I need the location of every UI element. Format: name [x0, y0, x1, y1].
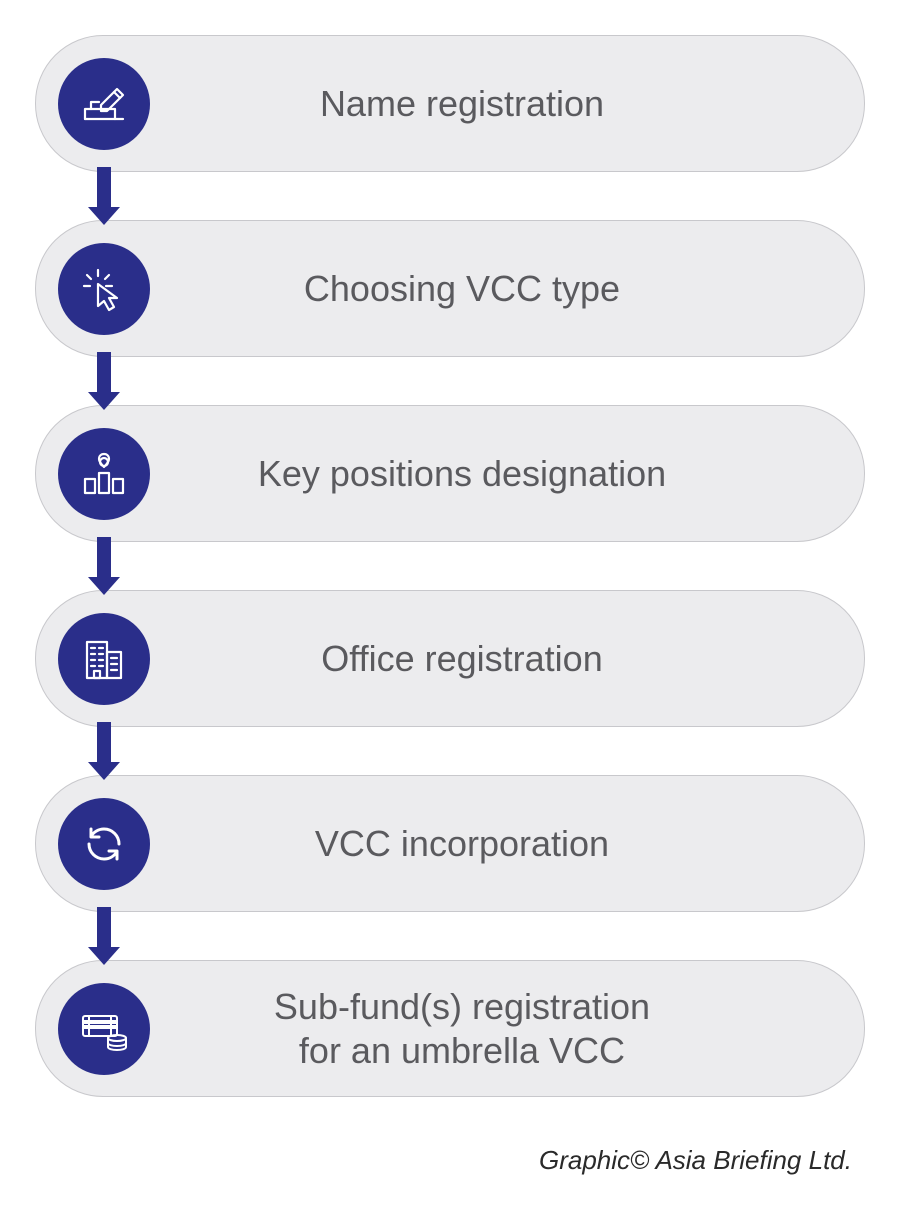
step-label: Name registration	[150, 82, 864, 125]
connector-arrow	[97, 352, 111, 408]
refresh-icon	[58, 798, 150, 890]
step-choosing-vcc-type: Choosing VCC type	[35, 220, 865, 357]
click-icon	[58, 243, 150, 335]
connector-arrow	[97, 722, 111, 778]
graphic-credit: Graphic© Asia Briefing Ltd.	[539, 1145, 852, 1176]
connector-arrow	[97, 907, 111, 963]
step-office-registration: Office registration	[35, 590, 865, 727]
connector-arrow	[97, 167, 111, 223]
step-subfund-registration: Sub-fund(s) registrationfor an umbrella …	[35, 960, 865, 1097]
step-label: Key positions designation	[150, 452, 864, 495]
step-vcc-incorporation: VCC incorporation	[35, 775, 865, 912]
step-label: VCC incorporation	[150, 822, 864, 865]
step-key-positions: Key positions designation	[35, 405, 865, 542]
step-name-registration: Name registration	[35, 35, 865, 172]
step-label: Choosing VCC type	[150, 267, 864, 310]
positions-icon	[58, 428, 150, 520]
signature-icon	[58, 58, 150, 150]
vcc-process-flowchart: Name registration Choosing VCC type	[35, 35, 865, 1097]
money-icon	[58, 983, 150, 1075]
step-label: Sub-fund(s) registrationfor an umbrella …	[150, 985, 864, 1071]
building-icon	[58, 613, 150, 705]
connector-arrow	[97, 537, 111, 593]
step-label: Office registration	[150, 637, 864, 680]
